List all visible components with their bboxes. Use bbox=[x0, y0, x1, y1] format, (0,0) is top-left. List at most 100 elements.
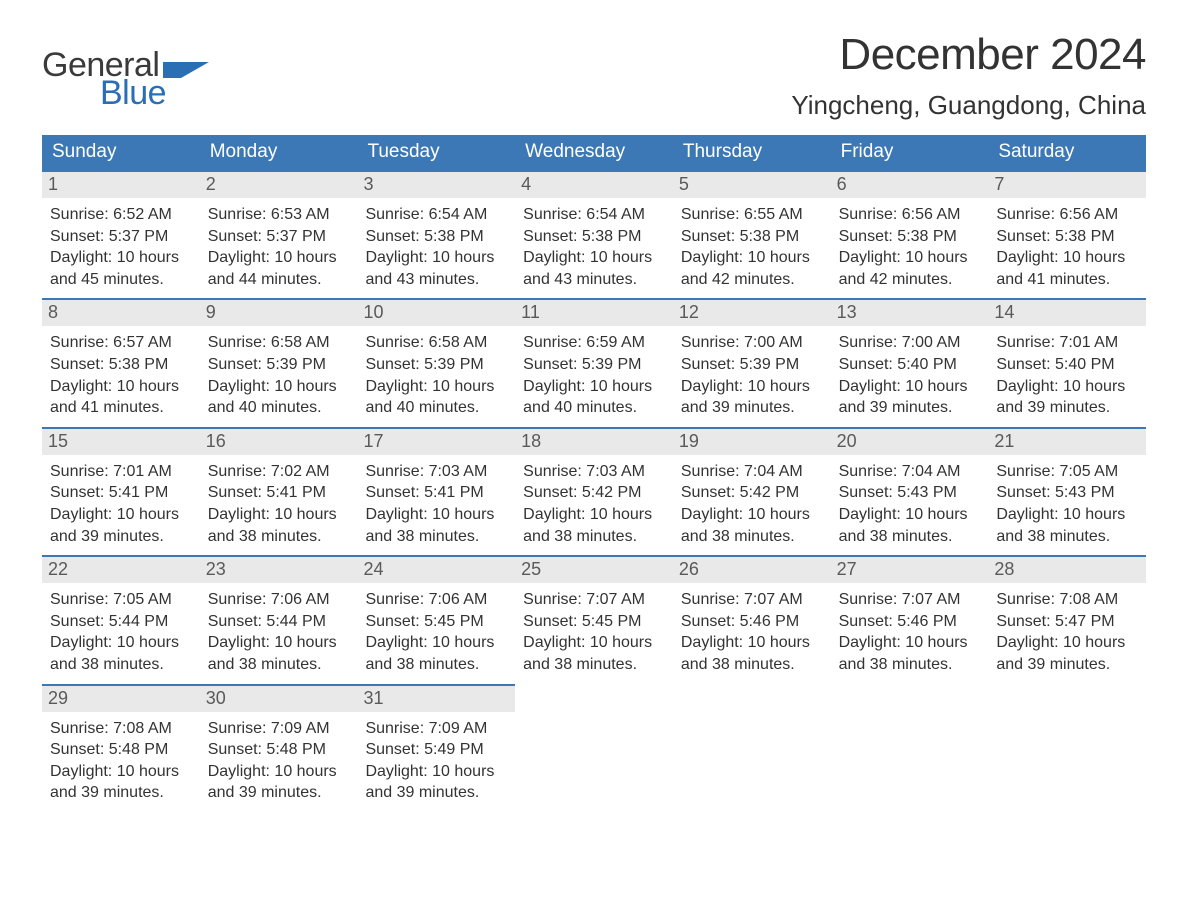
sunset-line: Sunset: 5:38 PM bbox=[365, 226, 507, 248]
daylight-line: Daylight: 10 hours and 40 minutes. bbox=[365, 376, 507, 419]
day-number: 8 bbox=[42, 298, 200, 326]
daylight-line: Daylight: 10 hours and 38 minutes. bbox=[208, 632, 350, 675]
calendar-day-cell: 21Sunrise: 7:05 AMSunset: 5:43 PMDayligh… bbox=[988, 427, 1146, 555]
sunset-line: Sunset: 5:37 PM bbox=[50, 226, 192, 248]
sunrise-line: Sunrise: 7:01 AM bbox=[996, 332, 1138, 354]
daylight-line: Daylight: 10 hours and 42 minutes. bbox=[839, 247, 981, 290]
sunset-line: Sunset: 5:39 PM bbox=[365, 354, 507, 376]
day-body: Sunrise: 7:08 AMSunset: 5:48 PMDaylight:… bbox=[42, 712, 200, 804]
daylight-line: Daylight: 10 hours and 44 minutes. bbox=[208, 247, 350, 290]
day-body: Sunrise: 7:09 AMSunset: 5:49 PMDaylight:… bbox=[357, 712, 515, 804]
calendar-day-cell: 8Sunrise: 6:57 AMSunset: 5:38 PMDaylight… bbox=[42, 298, 200, 426]
day-number: 19 bbox=[673, 427, 831, 455]
calendar-day-cell: 31Sunrise: 7:09 AMSunset: 5:49 PMDayligh… bbox=[357, 684, 515, 812]
title-block: December 2024 Yingcheng, Guangdong, Chin… bbox=[791, 30, 1146, 121]
day-body: Sunrise: 7:01 AMSunset: 5:40 PMDaylight:… bbox=[988, 326, 1146, 418]
sunset-line: Sunset: 5:48 PM bbox=[50, 739, 192, 761]
calendar-day-cell: 6Sunrise: 6:56 AMSunset: 5:38 PMDaylight… bbox=[831, 170, 989, 298]
sunrise-line: Sunrise: 7:03 AM bbox=[523, 461, 665, 483]
day-body: Sunrise: 7:07 AMSunset: 5:46 PMDaylight:… bbox=[831, 583, 989, 675]
day-number: 22 bbox=[42, 555, 200, 583]
sunrise-line: Sunrise: 7:01 AM bbox=[50, 461, 192, 483]
sunrise-line: Sunrise: 6:58 AM bbox=[208, 332, 350, 354]
daylight-line: Daylight: 10 hours and 38 minutes. bbox=[365, 632, 507, 675]
calendar-day-cell: 19Sunrise: 7:04 AMSunset: 5:42 PMDayligh… bbox=[673, 427, 831, 555]
sunset-line: Sunset: 5:38 PM bbox=[996, 226, 1138, 248]
sunrise-line: Sunrise: 7:04 AM bbox=[839, 461, 981, 483]
daylight-line: Daylight: 10 hours and 39 minutes. bbox=[996, 632, 1138, 675]
day-number: 12 bbox=[673, 298, 831, 326]
sunset-line: Sunset: 5:46 PM bbox=[839, 611, 981, 633]
day-number: 21 bbox=[988, 427, 1146, 455]
calendar-day-cell: 25Sunrise: 7:07 AMSunset: 5:45 PMDayligh… bbox=[515, 555, 673, 683]
sunrise-line: Sunrise: 7:08 AM bbox=[996, 589, 1138, 611]
daylight-line: Daylight: 10 hours and 38 minutes. bbox=[681, 504, 823, 547]
location-subtitle: Yingcheng, Guangdong, China bbox=[791, 90, 1146, 121]
day-body: Sunrise: 7:06 AMSunset: 5:44 PMDaylight:… bbox=[200, 583, 358, 675]
header-region: General Blue December 2024 Yingcheng, Gu… bbox=[42, 30, 1146, 121]
daylight-line: Daylight: 10 hours and 42 minutes. bbox=[681, 247, 823, 290]
calendar-day-cell: 5Sunrise: 6:55 AMSunset: 5:38 PMDaylight… bbox=[673, 170, 831, 298]
calendar-day-cell: 10Sunrise: 6:58 AMSunset: 5:39 PMDayligh… bbox=[357, 298, 515, 426]
sunrise-line: Sunrise: 7:09 AM bbox=[365, 718, 507, 740]
daylight-line: Daylight: 10 hours and 43 minutes. bbox=[365, 247, 507, 290]
day-body: Sunrise: 7:05 AMSunset: 5:44 PMDaylight:… bbox=[42, 583, 200, 675]
calendar-grid: SundayMondayTuesdayWednesdayThursdayFrid… bbox=[42, 135, 1146, 812]
sunrise-line: Sunrise: 6:56 AM bbox=[996, 204, 1138, 226]
day-number: 13 bbox=[831, 298, 989, 326]
sunset-line: Sunset: 5:38 PM bbox=[523, 226, 665, 248]
day-number: 29 bbox=[42, 684, 200, 712]
weekday-header: Wednesday bbox=[515, 135, 673, 170]
day-body: Sunrise: 7:04 AMSunset: 5:42 PMDaylight:… bbox=[673, 455, 831, 547]
daylight-line: Daylight: 10 hours and 38 minutes. bbox=[839, 632, 981, 675]
day-body: Sunrise: 6:54 AMSunset: 5:38 PMDaylight:… bbox=[357, 198, 515, 290]
calendar-day-cell: 27Sunrise: 7:07 AMSunset: 5:46 PMDayligh… bbox=[831, 555, 989, 683]
daylight-line: Daylight: 10 hours and 39 minutes. bbox=[681, 376, 823, 419]
weekday-header: Sunday bbox=[42, 135, 200, 170]
calendar-week-row: 15Sunrise: 7:01 AMSunset: 5:41 PMDayligh… bbox=[42, 427, 1146, 555]
calendar-day-cell: 1Sunrise: 6:52 AMSunset: 5:37 PMDaylight… bbox=[42, 170, 200, 298]
sunset-line: Sunset: 5:43 PM bbox=[996, 482, 1138, 504]
calendar-day-cell: 23Sunrise: 7:06 AMSunset: 5:44 PMDayligh… bbox=[200, 555, 358, 683]
calendar-day-cell: . bbox=[673, 684, 831, 812]
day-number: 23 bbox=[200, 555, 358, 583]
sunset-line: Sunset: 5:38 PM bbox=[681, 226, 823, 248]
day-number: 11 bbox=[515, 298, 673, 326]
day-body: Sunrise: 7:07 AMSunset: 5:45 PMDaylight:… bbox=[515, 583, 673, 675]
sunset-line: Sunset: 5:39 PM bbox=[681, 354, 823, 376]
day-body: Sunrise: 6:56 AMSunset: 5:38 PMDaylight:… bbox=[988, 198, 1146, 290]
daylight-line: Daylight: 10 hours and 39 minutes. bbox=[50, 761, 192, 804]
day-number: 25 bbox=[515, 555, 673, 583]
day-number: 27 bbox=[831, 555, 989, 583]
logo-word-blue: Blue bbox=[100, 76, 209, 110]
sunrise-line: Sunrise: 7:06 AM bbox=[208, 589, 350, 611]
day-body: Sunrise: 7:07 AMSunset: 5:46 PMDaylight:… bbox=[673, 583, 831, 675]
calendar-day-cell: 3Sunrise: 6:54 AMSunset: 5:38 PMDaylight… bbox=[357, 170, 515, 298]
weekday-header-row: SundayMondayTuesdayWednesdayThursdayFrid… bbox=[42, 135, 1146, 170]
calendar-day-cell: 30Sunrise: 7:09 AMSunset: 5:48 PMDayligh… bbox=[200, 684, 358, 812]
calendar-day-cell: 4Sunrise: 6:54 AMSunset: 5:38 PMDaylight… bbox=[515, 170, 673, 298]
calendar-day-cell: 12Sunrise: 7:00 AMSunset: 5:39 PMDayligh… bbox=[673, 298, 831, 426]
calendar-week-row: 8Sunrise: 6:57 AMSunset: 5:38 PMDaylight… bbox=[42, 298, 1146, 426]
day-body: Sunrise: 6:57 AMSunset: 5:38 PMDaylight:… bbox=[42, 326, 200, 418]
sunrise-line: Sunrise: 7:02 AM bbox=[208, 461, 350, 483]
sunrise-line: Sunrise: 7:08 AM bbox=[50, 718, 192, 740]
sunset-line: Sunset: 5:42 PM bbox=[523, 482, 665, 504]
day-number: 3 bbox=[357, 170, 515, 198]
sunset-line: Sunset: 5:49 PM bbox=[365, 739, 507, 761]
brand-logo: General Blue bbox=[42, 30, 209, 110]
sunrise-line: Sunrise: 6:59 AM bbox=[523, 332, 665, 354]
sunrise-line: Sunrise: 6:54 AM bbox=[523, 204, 665, 226]
weeks-container: 1Sunrise: 6:52 AMSunset: 5:37 PMDaylight… bbox=[42, 170, 1146, 812]
calendar-day-cell: 11Sunrise: 6:59 AMSunset: 5:39 PMDayligh… bbox=[515, 298, 673, 426]
day-number: 30 bbox=[200, 684, 358, 712]
calendar-day-cell: 18Sunrise: 7:03 AMSunset: 5:42 PMDayligh… bbox=[515, 427, 673, 555]
day-body: Sunrise: 7:08 AMSunset: 5:47 PMDaylight:… bbox=[988, 583, 1146, 675]
calendar-day-cell: . bbox=[831, 684, 989, 812]
day-number: 16 bbox=[200, 427, 358, 455]
calendar-day-cell: 13Sunrise: 7:00 AMSunset: 5:40 PMDayligh… bbox=[831, 298, 989, 426]
daylight-line: Daylight: 10 hours and 38 minutes. bbox=[365, 504, 507, 547]
calendar-day-cell: 9Sunrise: 6:58 AMSunset: 5:39 PMDaylight… bbox=[200, 298, 358, 426]
sunset-line: Sunset: 5:41 PM bbox=[365, 482, 507, 504]
daylight-line: Daylight: 10 hours and 38 minutes. bbox=[839, 504, 981, 547]
